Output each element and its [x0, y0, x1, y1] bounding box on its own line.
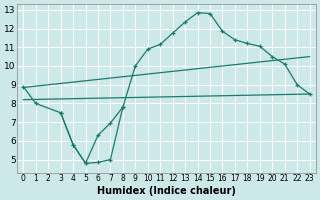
X-axis label: Humidex (Indice chaleur): Humidex (Indice chaleur): [97, 186, 236, 196]
